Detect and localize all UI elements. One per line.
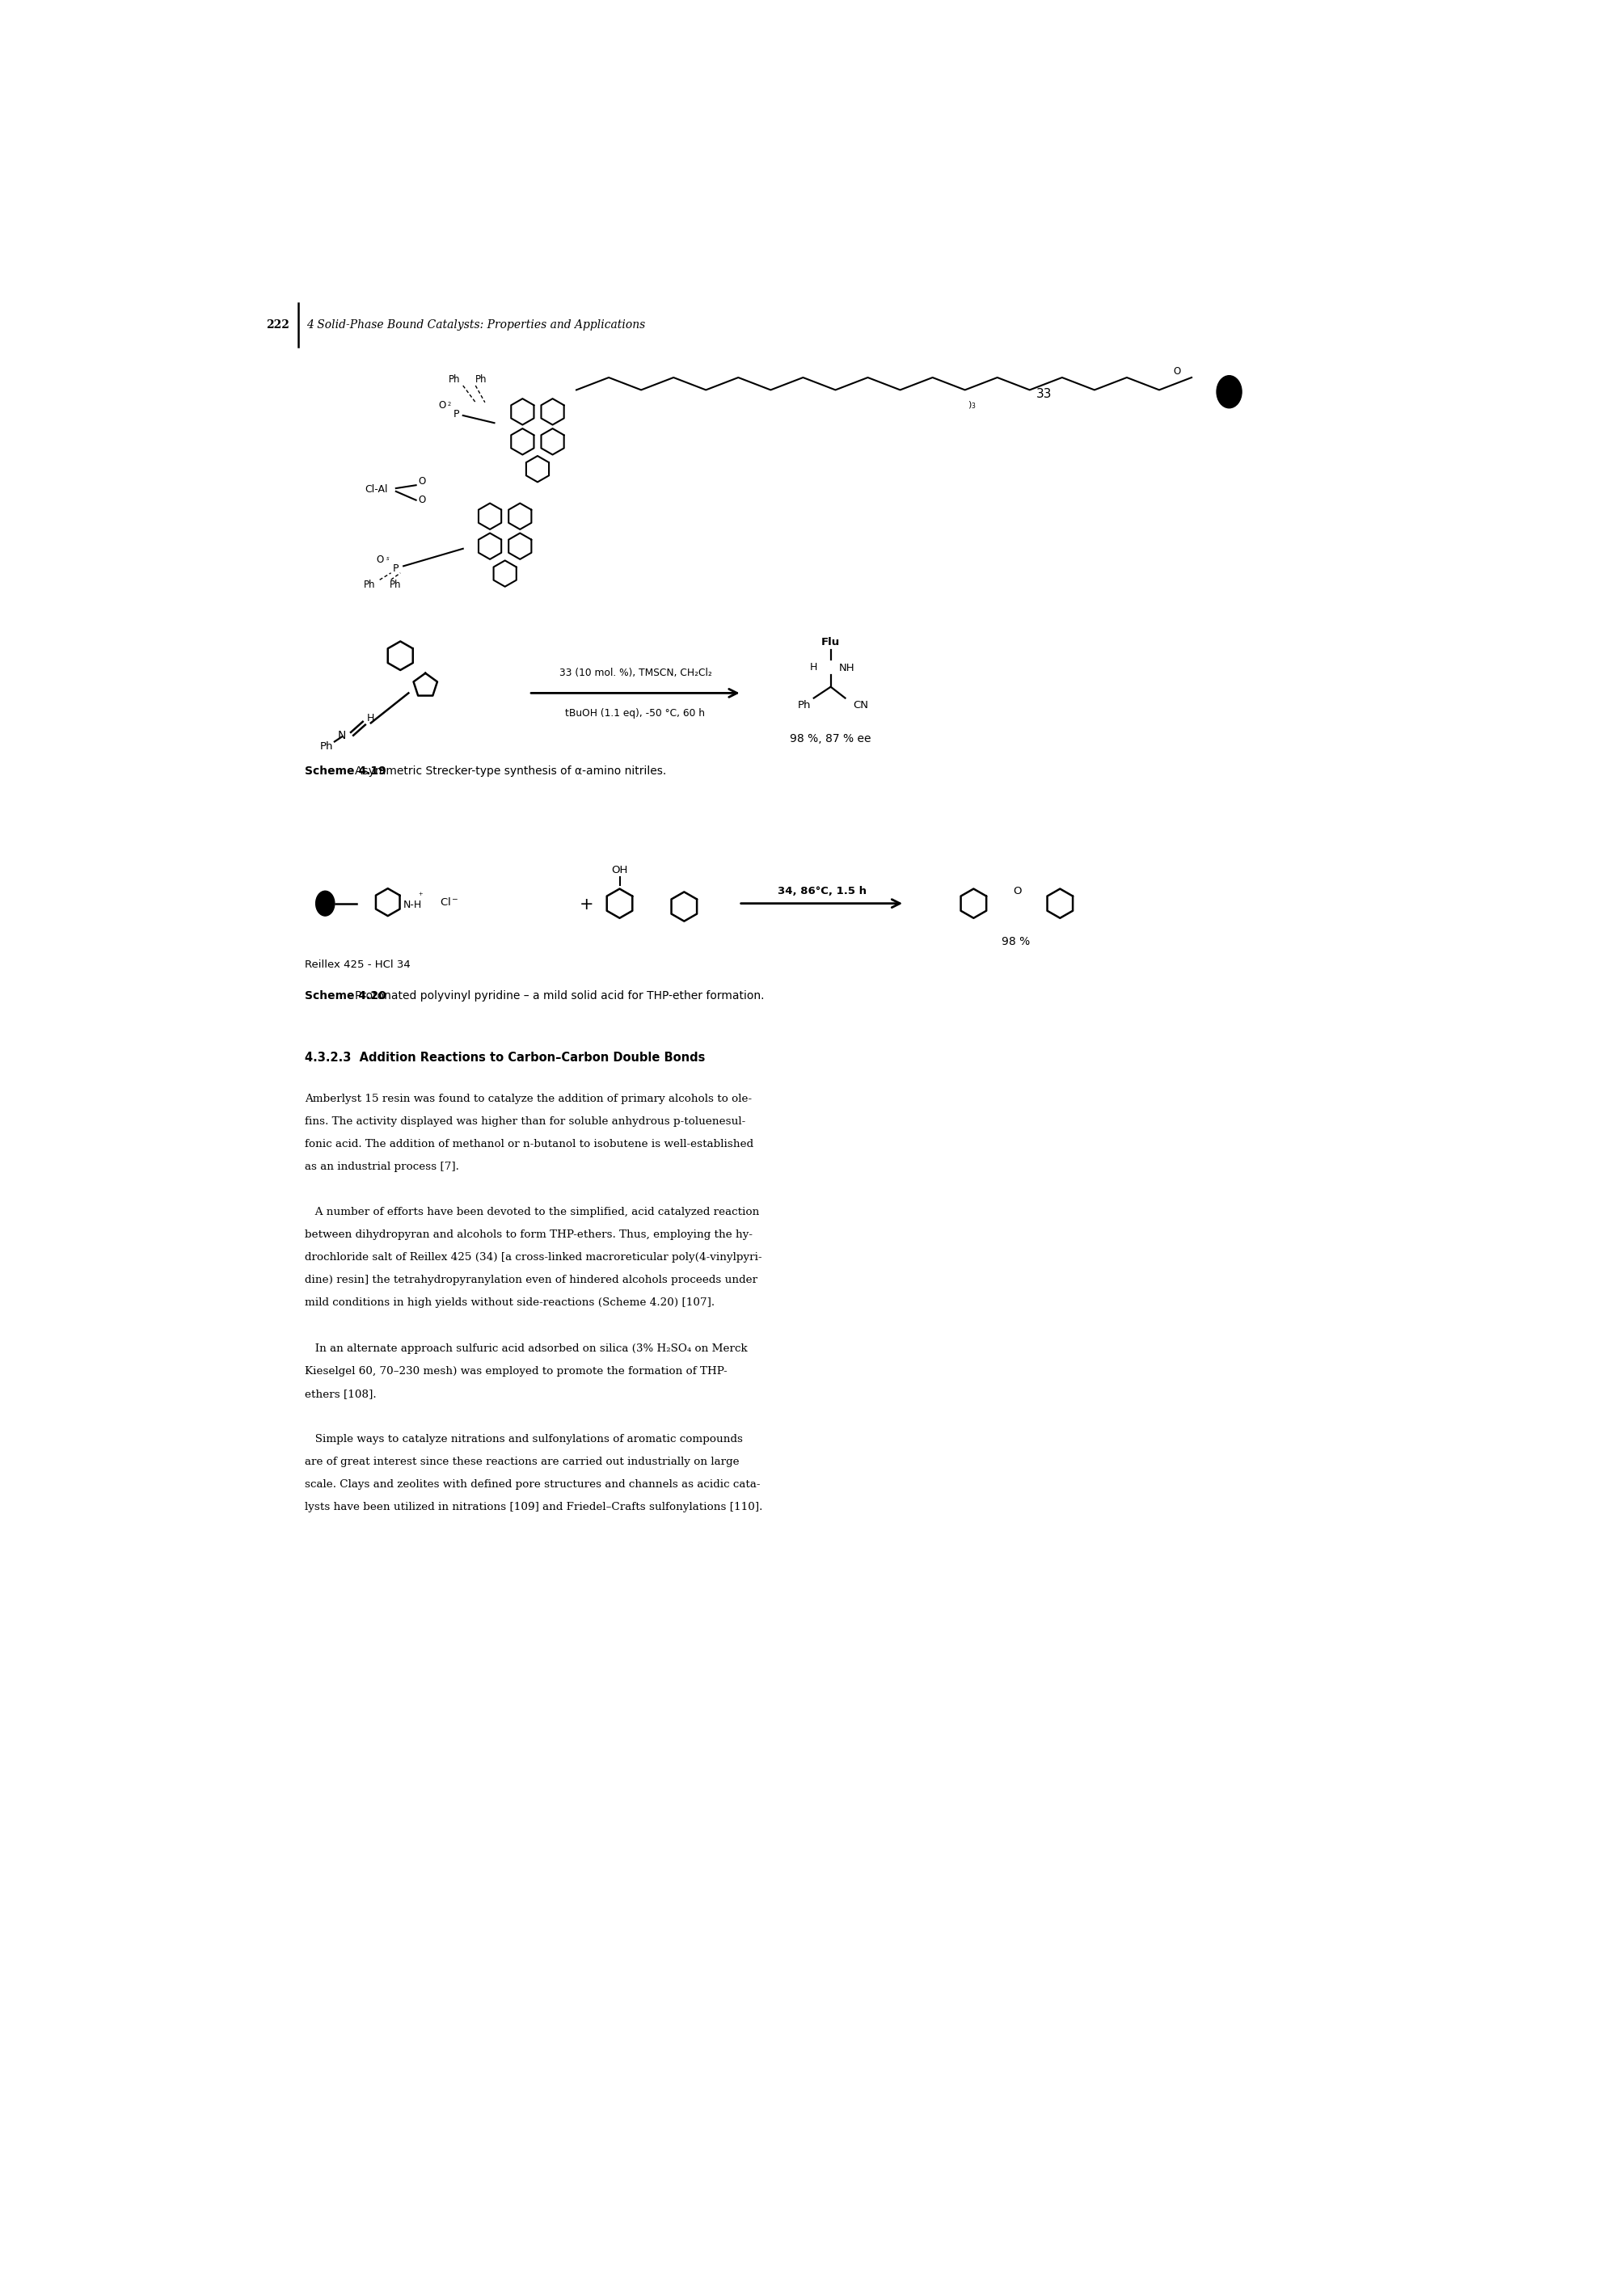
Text: 33: 33 xyxy=(1036,389,1052,401)
Text: P: P xyxy=(453,410,460,419)
Text: ethers [108].: ethers [108]. xyxy=(304,1388,377,1399)
Text: Amberlyst 15 resin was found to catalyze the addition of primary alcohols to ole: Amberlyst 15 resin was found to catalyze… xyxy=(304,1092,752,1104)
Text: 98 %: 98 % xyxy=(1002,937,1030,948)
Text: Ph: Ph xyxy=(797,701,810,710)
Text: NH: NH xyxy=(840,662,854,673)
Text: Cl$^-$: Cl$^-$ xyxy=(440,898,460,907)
Text: scale. Clays and zeolites with defined pore structures and channels as acidic ca: scale. Clays and zeolites with defined p… xyxy=(304,1479,760,1491)
Text: $_2$: $_2$ xyxy=(447,401,451,408)
Text: N: N xyxy=(338,731,346,742)
Text: Ph: Ph xyxy=(364,579,375,591)
Text: Ph: Ph xyxy=(476,373,487,385)
Text: H: H xyxy=(810,662,817,673)
Text: +: + xyxy=(580,898,593,914)
Text: In an alternate approach sulfuric acid adsorbed on silica (3% H₂SO₄ on Merck: In an alternate approach sulfuric acid a… xyxy=(304,1344,747,1353)
Text: $_s$: $_s$ xyxy=(385,554,390,563)
Text: mild conditions in high yields without side-reactions (Scheme 4.20) [107].: mild conditions in high yields without s… xyxy=(304,1298,715,1308)
Text: Scheme 4.19: Scheme 4.19 xyxy=(304,765,387,776)
Text: O: O xyxy=(1013,886,1021,895)
Text: lysts have been utilized in nitrations [109] and Friedel–Crafts sulfonylations [: lysts have been utilized in nitrations [… xyxy=(304,1502,762,1514)
Text: OH: OH xyxy=(611,866,628,875)
Text: O: O xyxy=(419,476,425,488)
Text: 98 %, 87 % ee: 98 %, 87 % ee xyxy=(791,733,872,744)
Text: Asymmetric Strecker-type synthesis of α-amino nitriles.: Asymmetric Strecker-type synthesis of α-… xyxy=(354,765,666,776)
Text: P: P xyxy=(393,563,400,575)
Text: A number of efforts have been devoted to the simplified, acid catalyzed reaction: A number of efforts have been devoted to… xyxy=(304,1207,758,1218)
Text: 4.3.2.3  Addition Reactions to Carbon–Carbon Double Bonds: 4.3.2.3 Addition Reactions to Carbon–Car… xyxy=(304,1051,705,1065)
Ellipse shape xyxy=(315,891,335,916)
Text: H: H xyxy=(367,712,375,724)
Text: Ph: Ph xyxy=(390,579,401,591)
Text: Flu: Flu xyxy=(822,637,840,648)
Text: between dihydropyran and alcohols to form THP-ethers. Thus, employing the hy-: between dihydropyran and alcohols to for… xyxy=(304,1230,752,1241)
Text: Ph: Ph xyxy=(448,373,460,385)
Text: Scheme 4.20: Scheme 4.20 xyxy=(304,989,387,1001)
Text: $^+$: $^+$ xyxy=(417,891,424,900)
Text: 34, 86°C, 1.5 h: 34, 86°C, 1.5 h xyxy=(778,886,867,895)
Text: 33 (10 mol. %), TMSCN, CH₂Cl₂: 33 (10 mol. %), TMSCN, CH₂Cl₂ xyxy=(559,669,711,678)
Text: dine) resin] the tetrahydropyranylation even of hindered alcohols proceeds under: dine) resin] the tetrahydropyranylation … xyxy=(304,1276,757,1285)
Text: as an industrial process [7].: as an industrial process [7]. xyxy=(304,1161,460,1172)
Text: Protonated polyvinyl pyridine – a mild solid acid for THP-ether formation.: Protonated polyvinyl pyridine – a mild s… xyxy=(354,989,763,1001)
Text: Kieselgel 60, 70–230 mesh) was employed to promote the formation of THP-: Kieselgel 60, 70–230 mesh) was employed … xyxy=(304,1365,728,1376)
Text: tBuOH (1.1 eq), -50 °C, 60 h: tBuOH (1.1 eq), -50 °C, 60 h xyxy=(565,708,705,719)
Text: 222: 222 xyxy=(266,318,289,330)
Text: fonic acid. The addition of methanol or n-butanol to isobutene is well-establish: fonic acid. The addition of methanol or … xyxy=(304,1138,754,1150)
Text: Simple ways to catalyze nitrations and sulfonylations of aromatic compounds: Simple ways to catalyze nitrations and s… xyxy=(304,1434,742,1445)
Text: fins. The activity displayed was higher than for soluble anhydrous p-toluenesul-: fins. The activity displayed was higher … xyxy=(304,1115,745,1127)
Text: Cl-Al: Cl-Al xyxy=(365,483,388,495)
Text: drochloride salt of Reillex 425 (34) [a cross-linked macroreticular poly(4-vinyl: drochloride salt of Reillex 425 (34) [a … xyxy=(304,1253,762,1262)
Text: 4 Solid-Phase Bound Catalysts: Properties and Applications: 4 Solid-Phase Bound Catalysts: Propertie… xyxy=(307,318,645,330)
Text: Ph: Ph xyxy=(320,742,333,751)
Text: O: O xyxy=(438,401,447,410)
Text: )$_3$: )$_3$ xyxy=(968,401,976,410)
Text: are of great interest since these reactions are carried out industrially on larg: are of great interest since these reacti… xyxy=(304,1456,739,1468)
Text: O: O xyxy=(377,554,383,566)
Ellipse shape xyxy=(1216,376,1242,408)
Text: O: O xyxy=(419,495,425,506)
Text: CN: CN xyxy=(853,701,869,710)
Text: N-H: N-H xyxy=(403,900,422,909)
Text: Reillex 425 - HCl 34: Reillex 425 - HCl 34 xyxy=(304,960,411,969)
Text: O: O xyxy=(1174,366,1181,376)
